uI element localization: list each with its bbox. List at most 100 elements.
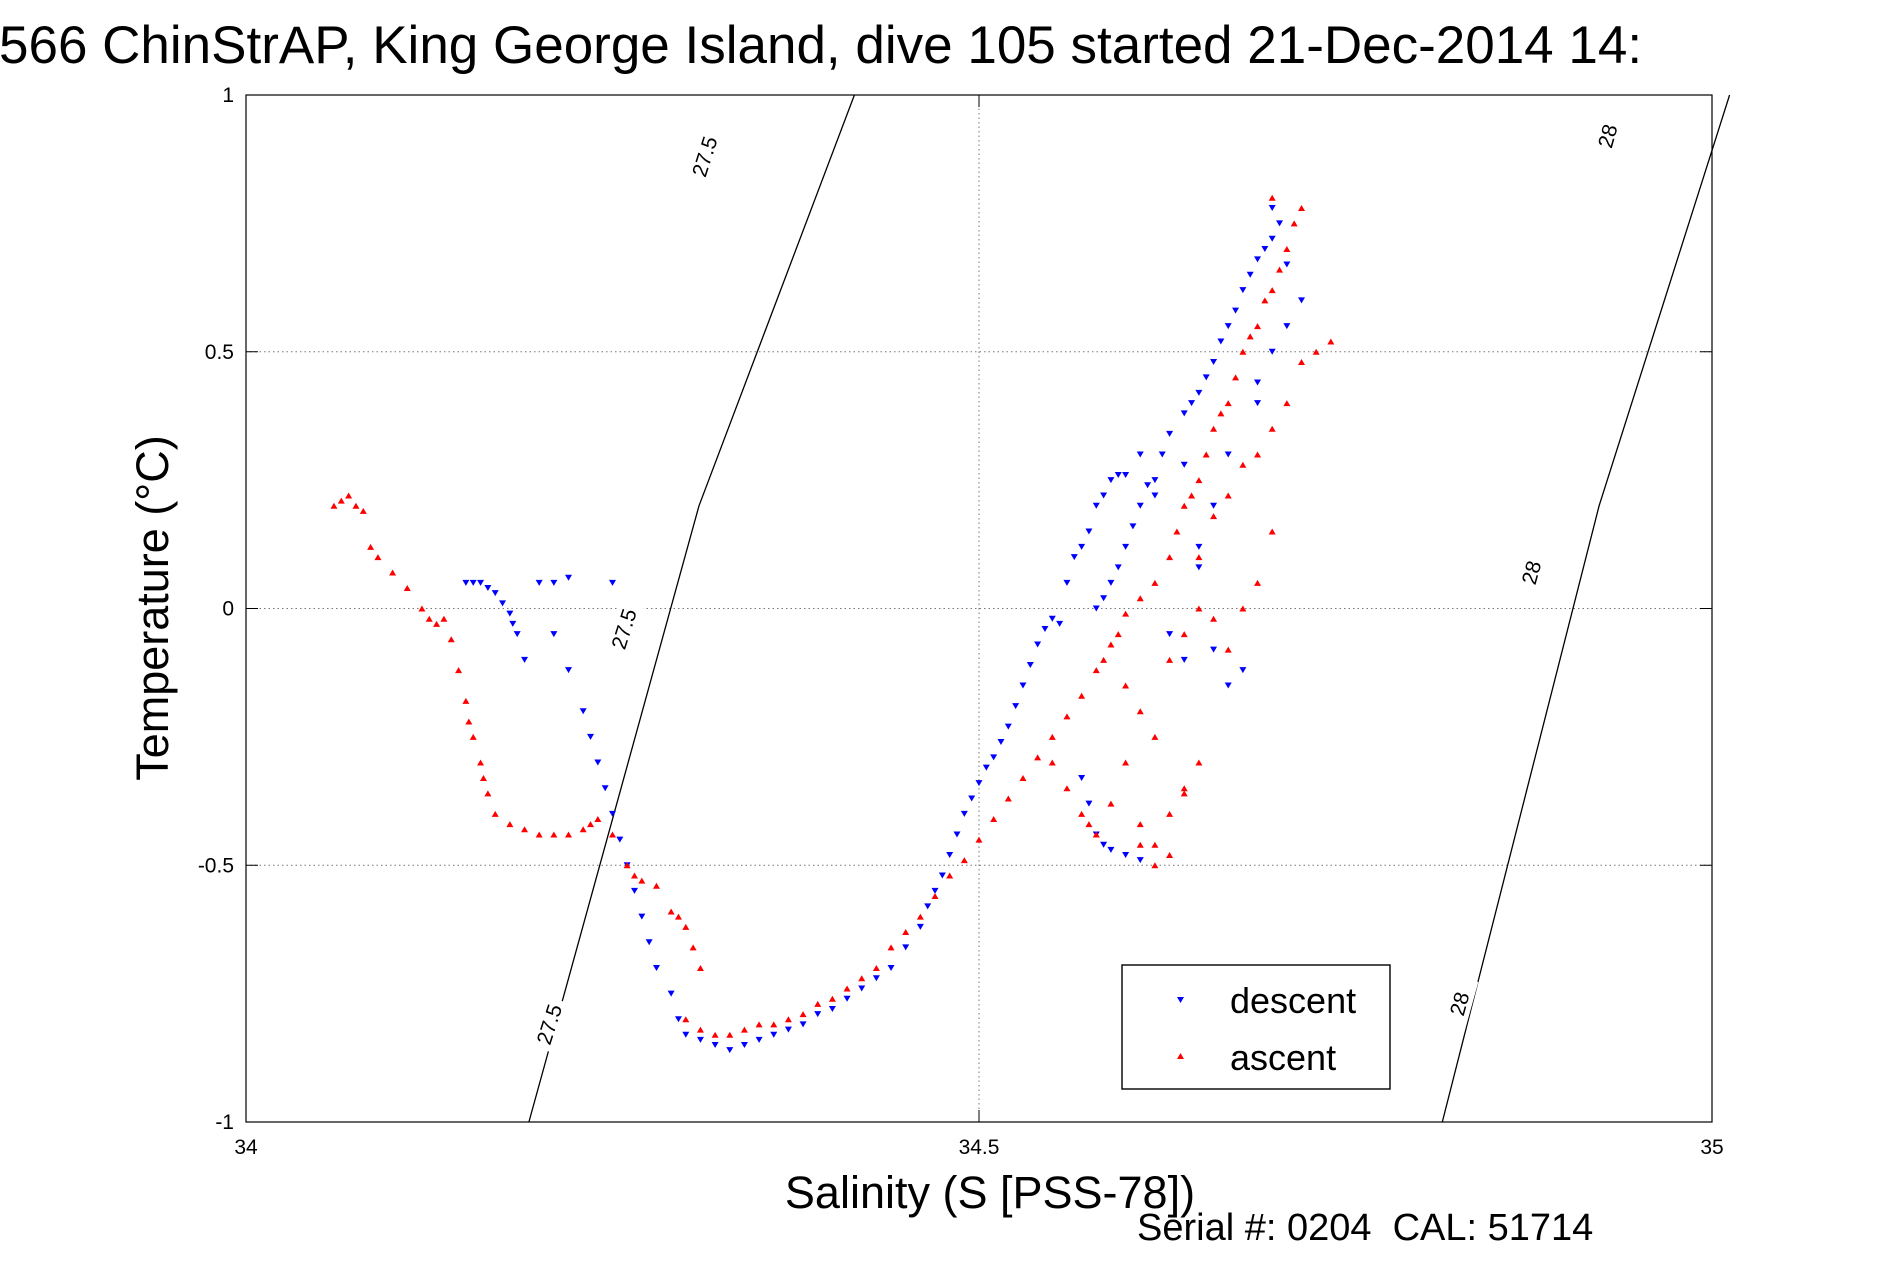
descent-point [1012, 703, 1020, 710]
descent-point [550, 631, 558, 638]
legend-descent-marker [1177, 997, 1184, 1003]
contour-label-background [1513, 544, 1551, 601]
descent-point [1254, 400, 1262, 407]
ascent-point [1276, 266, 1284, 273]
ascent-point [990, 816, 998, 823]
ascent-point [1283, 246, 1291, 253]
ascent-point [352, 502, 360, 509]
ascent-point [374, 554, 382, 561]
descent-point [601, 785, 609, 792]
ascent-point [1048, 733, 1056, 740]
legend-ascent-marker [1177, 1053, 1184, 1059]
data-series [330, 194, 1335, 1054]
ascent-point [1254, 579, 1262, 586]
ascent-point [359, 507, 367, 514]
descent-point [953, 831, 961, 838]
descent-point [513, 631, 521, 638]
ascent-point [1195, 477, 1203, 484]
y-tick-label: 1 [222, 84, 234, 107]
ascent-point [696, 1026, 704, 1033]
descent-point [609, 810, 616, 817]
descent-point [1232, 307, 1240, 314]
ascent-point [484, 790, 492, 797]
ascent-point [491, 810, 499, 817]
descent-point [1107, 477, 1115, 484]
descent-point [1254, 256, 1262, 263]
ascent-point [1019, 774, 1027, 781]
descent-point [1166, 430, 1174, 437]
ascent-point [345, 492, 353, 499]
descent-point [1224, 682, 1232, 689]
ascent-point [1224, 646, 1232, 653]
descent-point [616, 836, 624, 843]
y-axis-label: Temperature (°C) [127, 435, 178, 781]
ascent-point [1166, 851, 1174, 858]
density-contour-line [1441, 94, 1731, 1123]
descent-point [645, 939, 653, 946]
ascent-point [1254, 451, 1262, 458]
descent-point [1180, 410, 1188, 417]
descent-point [1210, 502, 1218, 509]
ascent-point [1063, 713, 1071, 720]
series-ascent [330, 194, 1335, 1038]
ascent-point [1290, 220, 1298, 227]
contour-label-background [530, 996, 569, 1053]
ascent-point [843, 985, 851, 992]
ascent-point [418, 605, 426, 612]
ascent-point [465, 718, 473, 725]
ascent-point [799, 1011, 807, 1018]
ascent-point [367, 543, 375, 550]
descent-point [938, 872, 946, 879]
ascent-point [535, 831, 543, 838]
ascent-point [1217, 410, 1225, 417]
ascent-point [674, 913, 682, 920]
descent-point [968, 795, 976, 802]
y-tick-label: 0.5 [205, 341, 234, 364]
descent-point [1041, 626, 1049, 633]
descent-point [1004, 723, 1012, 730]
ascent-point [1210, 615, 1218, 622]
ascent-point [1268, 528, 1276, 535]
x-tick-label: 34.5 [959, 1136, 1000, 1159]
descent-point [509, 620, 517, 627]
descent-point [630, 887, 638, 894]
descent-point [462, 579, 470, 586]
ascent-point [1085, 821, 1093, 828]
descent-point [565, 667, 573, 674]
ascent-point [1268, 425, 1276, 432]
descent-point [872, 975, 880, 982]
descent-point [1239, 667, 1247, 674]
ascent-point [1107, 641, 1115, 648]
ascent-point [916, 913, 924, 920]
descent-point [1078, 774, 1086, 781]
ascent-point [1224, 400, 1232, 407]
ascent-point [1180, 785, 1188, 792]
descent-point [1166, 631, 1174, 638]
ascent-point [638, 877, 646, 884]
descent-point [696, 1036, 704, 1043]
descent-point [565, 574, 573, 581]
ascent-point [667, 908, 675, 915]
descent-point [726, 1047, 734, 1054]
descent-point [1268, 348, 1276, 355]
ascent-point [521, 826, 529, 833]
descent-point [1107, 846, 1115, 853]
ascent-point [1151, 579, 1159, 586]
descent-point [484, 584, 492, 591]
ascent-point [682, 923, 690, 930]
ascent-point [1202, 451, 1210, 458]
descent-point [1224, 451, 1232, 458]
ascent-point [1114, 631, 1122, 638]
ticks: 34 34.5 35 -1 -0.5 0 0.5 1 [198, 84, 1724, 1159]
descent-point [1254, 379, 1262, 386]
ascent-point [433, 620, 441, 627]
descent-point [1063, 579, 1071, 586]
ascent-point [1151, 733, 1159, 740]
descent-point [550, 579, 558, 586]
descent-point [667, 990, 675, 997]
ascent-point [872, 964, 880, 971]
ascent-point [652, 882, 660, 889]
descent-point [1283, 323, 1291, 330]
